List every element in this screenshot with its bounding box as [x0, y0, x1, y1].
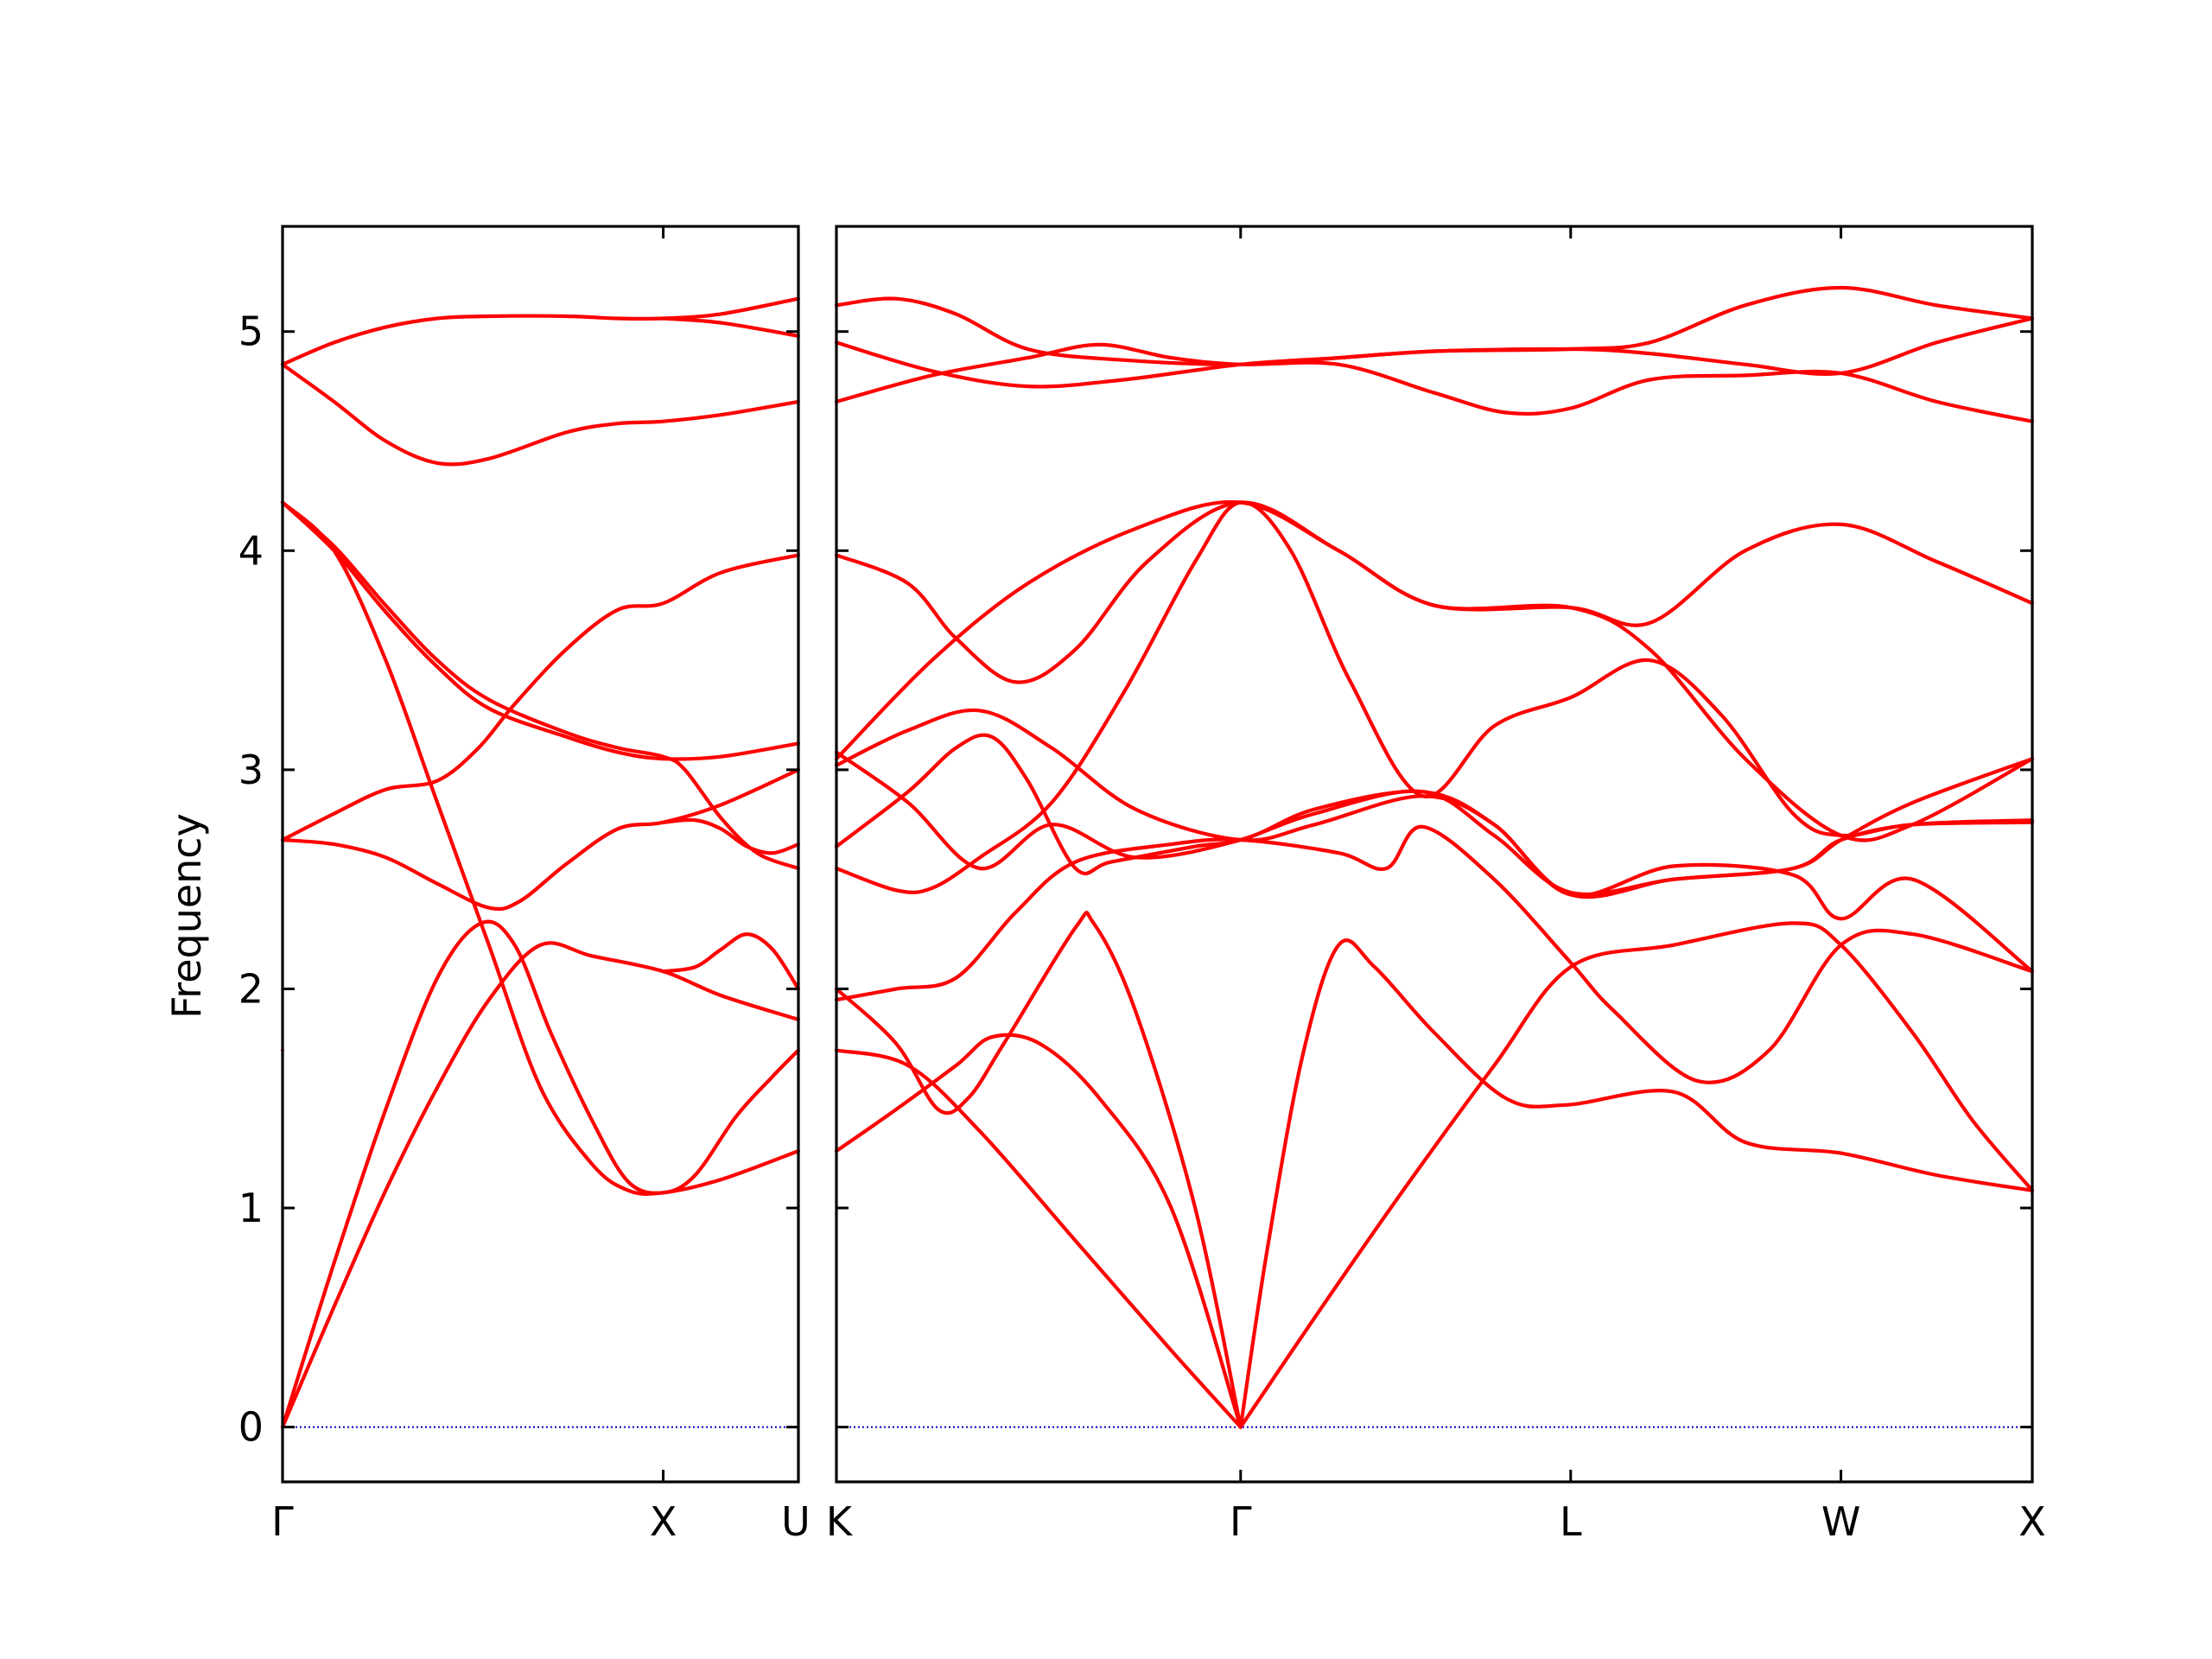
- band-right-1: [834, 1048, 1243, 1429]
- band-left-8: [280, 362, 801, 467]
- band-left-4: [280, 553, 801, 842]
- band-left-12: [661, 817, 801, 855]
- band-right-12: [834, 342, 2035, 423]
- x-tick-label: Γ: [1230, 1498, 1252, 1545]
- x-tick-label: X: [2018, 1498, 2046, 1545]
- x-tick-label: K: [826, 1498, 854, 1545]
- band-right-3: [1238, 938, 2035, 1429]
- axes-frame: [281, 225, 800, 1484]
- band-right-8: [834, 708, 2035, 974]
- y-tick-label: 4: [238, 527, 264, 574]
- band-right-2: [834, 911, 1243, 1429]
- band-left-5: [280, 500, 801, 761]
- x-tick-label: L: [1560, 1498, 1582, 1545]
- chart-panels: 0 1 2 3 4 5 Γ X U K Γ L W X: [238, 225, 2046, 1545]
- y-tick-label: 5: [238, 308, 264, 355]
- x-tick-label: W: [1821, 1498, 1860, 1545]
- y-tick-label: 1: [238, 1185, 264, 1231]
- y-tick-label: 2: [238, 965, 264, 1012]
- axes-frame: [835, 225, 2034, 1484]
- y-tick-label: 3: [238, 747, 264, 793]
- x-tick-label: Γ: [271, 1498, 294, 1545]
- band-right-7: [834, 733, 2035, 897]
- band-left-9: [280, 296, 801, 366]
- band-left-2: [280, 500, 801, 1196]
- band-right-14: [834, 285, 2035, 366]
- band-right-0: [834, 1033, 1243, 1429]
- band-left-1: [280, 941, 801, 1429]
- panel-left: 0 1 2 3 4 5 Γ X U: [238, 225, 810, 1545]
- band-right-9: [834, 750, 2035, 899]
- band-left-0: [280, 919, 801, 1429]
- band-right-6: [834, 500, 2035, 894]
- band-left-6: [280, 500, 801, 871]
- x-tick-label: X: [650, 1498, 677, 1545]
- band-left-3: [280, 767, 801, 912]
- band-right-10: [834, 499, 2035, 761]
- band-right-5: [834, 824, 2035, 1084]
- band-right-4: [1238, 921, 2035, 1429]
- band-right-11: [834, 500, 2035, 842]
- band-left-11: [661, 932, 801, 991]
- y-axis-label: Frequency: [163, 813, 210, 1019]
- x-tick-label: U: [781, 1498, 810, 1545]
- y-tick-label: 0: [238, 1404, 264, 1451]
- band-left-10: [661, 316, 801, 338]
